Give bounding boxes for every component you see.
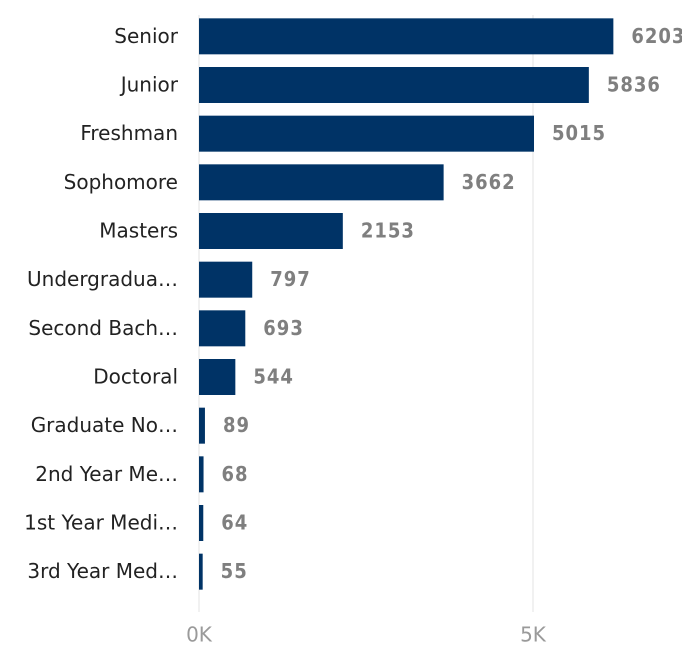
value-label: 693 xyxy=(263,316,304,340)
bar xyxy=(199,456,204,493)
y-tick-label: Sophomore xyxy=(64,170,178,194)
y-tick-label: 1st Year Medi… xyxy=(24,511,178,535)
y-tick-label: Doctoral xyxy=(93,365,178,389)
bar xyxy=(199,505,204,541)
bar xyxy=(199,359,236,395)
x-tick-label: 5K xyxy=(520,623,547,646)
y-tick-label: 2nd Year Me… xyxy=(35,462,178,486)
y-tick-label: Junior xyxy=(119,73,179,97)
bar xyxy=(199,18,614,55)
value-label: 3662 xyxy=(462,170,516,194)
bar xyxy=(199,115,535,152)
bar xyxy=(199,553,203,590)
value-label: 5836 xyxy=(607,73,661,97)
value-label: 2153 xyxy=(361,219,415,243)
value-label: 68 xyxy=(222,462,249,486)
bar xyxy=(199,164,444,201)
y-tick-label: 3rd Year Med… xyxy=(27,559,178,583)
y-tick-label: Freshman xyxy=(80,121,178,145)
value-label: 55 xyxy=(221,559,248,583)
bar xyxy=(199,310,246,347)
y-tick-label: Senior xyxy=(114,24,178,48)
value-label: 797 xyxy=(270,267,311,291)
y-tick-label: Masters xyxy=(99,219,178,243)
y-tick-label: Undergradua… xyxy=(27,267,178,291)
y-tick-label: Second Bach… xyxy=(28,316,178,340)
bar xyxy=(199,67,589,103)
value-label: 544 xyxy=(253,365,294,389)
bar xyxy=(199,407,205,444)
bar xyxy=(199,261,253,298)
value-label: 6203 xyxy=(631,24,682,48)
bar xyxy=(199,213,343,249)
value-label: 64 xyxy=(221,511,248,535)
x-tick-label: 0K xyxy=(186,623,213,646)
value-label: 5015 xyxy=(552,121,606,145)
value-label: 89 xyxy=(223,413,250,437)
y-tick-label: Graduate No… xyxy=(31,413,178,437)
